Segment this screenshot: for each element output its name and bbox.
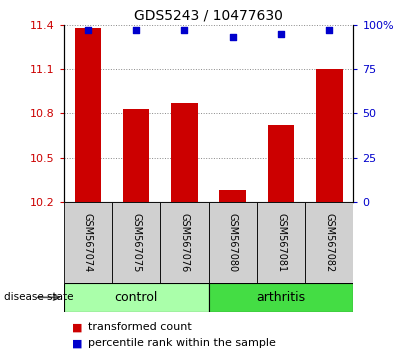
Bar	[316, 69, 343, 202]
Bar	[64, 283, 208, 312]
Text: control: control	[114, 291, 158, 304]
Bar	[123, 109, 150, 202]
Text: ■: ■	[72, 322, 83, 332]
Point	[278, 31, 284, 36]
Point	[229, 34, 236, 40]
Bar	[209, 202, 257, 283]
Bar	[160, 202, 209, 283]
Bar	[171, 103, 198, 202]
Point	[133, 27, 139, 33]
Point	[85, 27, 91, 33]
Bar	[209, 283, 353, 312]
Bar	[112, 202, 160, 283]
Bar	[257, 202, 305, 283]
Text: percentile rank within the sample: percentile rank within the sample	[88, 338, 276, 348]
Text: GSM567080: GSM567080	[228, 213, 238, 272]
Bar	[64, 202, 112, 283]
Bar	[305, 202, 353, 283]
Text: disease state: disease state	[4, 292, 74, 302]
Text: GSM567075: GSM567075	[131, 213, 141, 272]
Text: GSM567081: GSM567081	[276, 213, 286, 272]
Text: GSM567082: GSM567082	[324, 213, 334, 272]
Bar	[219, 190, 246, 202]
Point	[326, 27, 332, 33]
Text: GSM567076: GSM567076	[180, 213, 189, 272]
Text: GSM567074: GSM567074	[83, 213, 93, 272]
Bar	[74, 28, 101, 202]
Text: arthritis: arthritis	[256, 291, 306, 304]
Text: transformed count: transformed count	[88, 322, 192, 332]
Title: GDS5243 / 10477630: GDS5243 / 10477630	[134, 8, 283, 22]
Text: ■: ■	[72, 338, 83, 348]
Point	[181, 27, 188, 33]
Bar	[268, 125, 294, 202]
